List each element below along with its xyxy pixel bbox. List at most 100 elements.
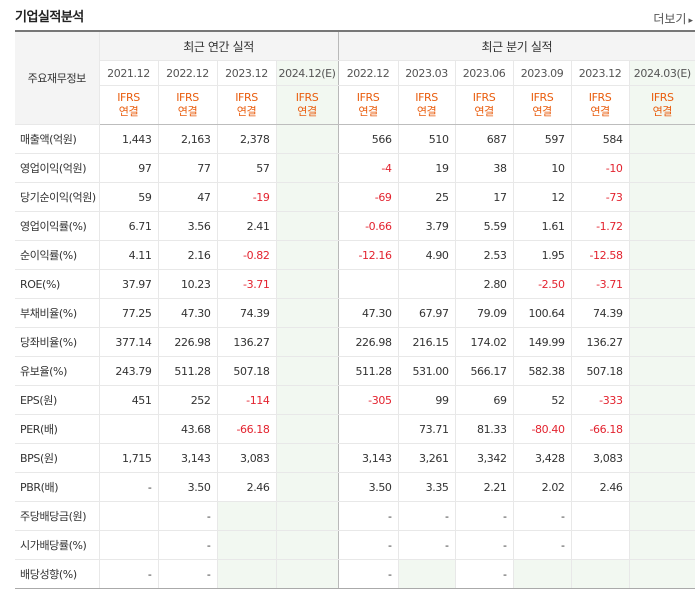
table-row: 매출액(억원) 1,443 2,163 2,378 566 510 687 597 584 (15, 124, 696, 154)
table-cell: 2.53 (454, 240, 514, 270)
table-cell: - (157, 559, 217, 589)
more-label: 더보기 (653, 12, 687, 26)
period-header: 2022.12 (337, 60, 399, 86)
table-cell: -3.71 (216, 269, 276, 299)
table-cell (628, 472, 696, 502)
table-cell: 25 (397, 182, 456, 212)
row-label: PER(배) (15, 414, 99, 444)
table-cell (628, 269, 696, 299)
table-cell: -12.16 (337, 240, 399, 270)
table-cell (570, 559, 630, 589)
table-cell: 1,715 (98, 443, 158, 473)
table-cell (628, 530, 696, 560)
table-cell: 3.50 (157, 472, 217, 502)
financial-table: 주요재무정보 최근 연간 실적 최근 분기 실적 2021.12 2022.12 2… (15, 30, 696, 589)
table-cell: - (512, 501, 572, 531)
table-cell: -73 (570, 182, 630, 212)
row-label: 시가배당률(%) (15, 530, 99, 560)
table-cell: -4 (337, 153, 399, 183)
table-cell (216, 501, 276, 531)
table-row: 영업이익률(%) 6.71 3.56 2.41 -0.66 3.79 5.59 1.61 -1.… (15, 211, 696, 241)
table-cell: 57 (216, 153, 276, 183)
table-cell (275, 298, 339, 328)
basis-label: IFRS 연결 (454, 85, 514, 125)
table-cell: 74.39 (570, 298, 630, 328)
more-link[interactable]: 더보기 ▸ (653, 10, 693, 27)
table-cell (570, 530, 630, 560)
table-cell: 3,342 (454, 443, 514, 473)
table-cell: 67.97 (397, 298, 456, 328)
basis-label: IFRS 연결 (337, 85, 399, 125)
table-cell: -305 (337, 385, 399, 415)
row-label: PBR(배) (15, 472, 99, 502)
table-cell (275, 240, 339, 270)
table-cell: 74.39 (216, 298, 276, 328)
table-cell: 2.21 (454, 472, 514, 502)
table-cell: 12 (512, 182, 572, 212)
table-cell: 79.09 (454, 298, 514, 328)
table-row: ROE(%) 37.97 10.23 -3.71 2.80 -2.50 -3.71 (15, 269, 696, 299)
period-header: 2022.12 (157, 60, 217, 86)
table-cell (275, 356, 339, 386)
table-cell (275, 385, 339, 415)
table-cell (98, 501, 158, 531)
row-label: 유보율(%) (15, 356, 99, 386)
table-cell (397, 269, 456, 299)
table-cell: -0.66 (337, 211, 399, 241)
table-cell: 3.50 (337, 472, 399, 502)
table-cell (628, 327, 696, 357)
table-cell: -66.18 (570, 414, 630, 444)
row-label: 순이익률(%) (15, 240, 99, 270)
table-cell: - (454, 501, 514, 531)
quarterly-header: 최근 분기 실적 (337, 31, 696, 61)
table-cell: 4.90 (397, 240, 456, 270)
table-cell: 149.99 (512, 327, 572, 357)
table-cell (275, 182, 339, 212)
table-cell: - (337, 559, 399, 589)
basis-label: IFRS 연결 (275, 85, 339, 125)
table-cell: 243.79 (98, 356, 158, 386)
table-cell: 136.27 (570, 327, 630, 357)
row-label: 주당배당금(원) (15, 501, 99, 531)
table-cell: 2.46 (570, 472, 630, 502)
table-cell: 2.16 (157, 240, 217, 270)
table-cell: -10 (570, 153, 630, 183)
table-cell: 687 (454, 124, 514, 154)
table-cell (628, 414, 696, 444)
table-cell (98, 530, 158, 560)
row-header: 주요재무정보 (15, 31, 99, 125)
table-row: BPS(원) 1,715 3,143 3,083 3,143 3,261 3,342 3,42… (15, 443, 696, 473)
arrow-right-icon: ▸ (688, 16, 693, 26)
table-row: 순이익률(%) 4.11 2.16 -0.82 -12.16 4.90 2.53 1.95 -1… (15, 240, 696, 270)
table-cell: 47.30 (157, 298, 217, 328)
table-cell: -66.18 (216, 414, 276, 444)
table-row: 당좌비율(%) 377.14 226.98 136.27 226.98 216.15 174… (15, 327, 696, 357)
table-cell: 451 (98, 385, 158, 415)
table-cell: 2,378 (216, 124, 276, 154)
period-header: 2024.03(E) (628, 60, 696, 86)
table-cell: 226.98 (337, 327, 399, 357)
table-cell (628, 501, 696, 531)
table-cell: -12.58 (570, 240, 630, 270)
row-label: 영업이익률(%) (15, 211, 99, 241)
table-cell: 566 (337, 124, 399, 154)
table-cell: 6.71 (98, 211, 158, 241)
table-cell: 10.23 (157, 269, 217, 299)
period-header: 2023.12 (570, 60, 630, 86)
table-cell: -1.72 (570, 211, 630, 241)
section-title: 기업실적분석 (15, 10, 84, 25)
table-cell: 100.64 (512, 298, 572, 328)
table-row: 주당배당금(원) - - - - - (15, 501, 696, 531)
table-cell: 2.41 (216, 211, 276, 241)
table-cell: 3,143 (337, 443, 399, 473)
table-cell (275, 124, 339, 154)
table-cell (98, 414, 158, 444)
table-cell (275, 327, 339, 357)
table-cell: 511.28 (157, 356, 217, 386)
annual-header: 최근 연간 실적 (98, 31, 339, 61)
table-cell: 77.25 (98, 298, 158, 328)
table-cell: 3.79 (397, 211, 456, 241)
table-cell: 582.38 (512, 356, 572, 386)
table-cell: 3,083 (216, 443, 276, 473)
table-cell: 97 (98, 153, 158, 183)
